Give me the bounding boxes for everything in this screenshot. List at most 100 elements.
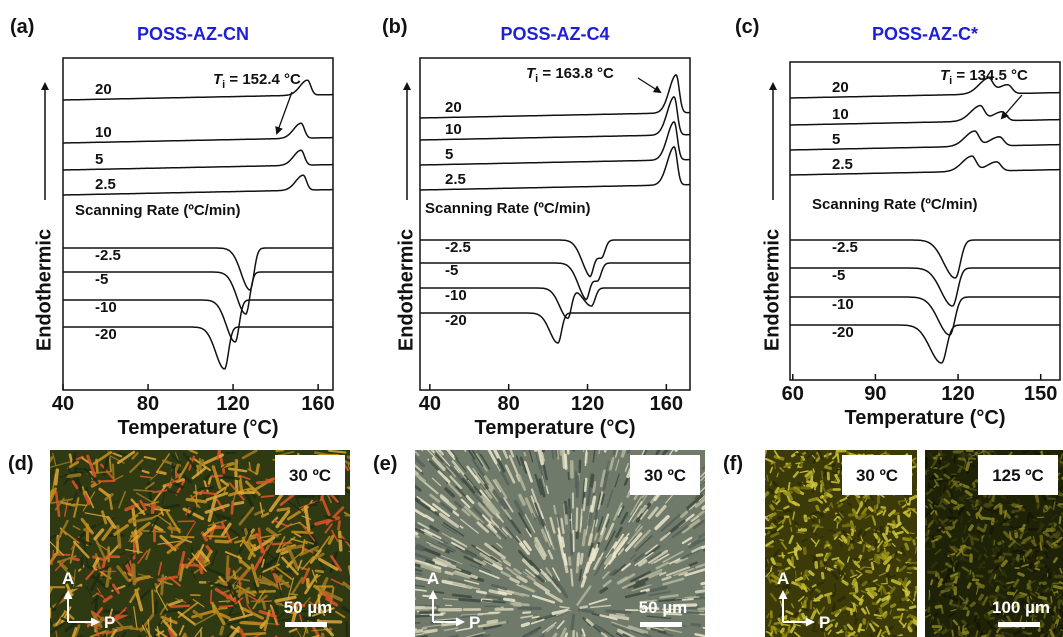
- texture: [546, 624, 556, 633]
- texture: [949, 548, 956, 554]
- texture: [792, 500, 801, 507]
- texture: [788, 518, 792, 525]
- texture: [639, 509, 649, 520]
- texture: [557, 527, 561, 536]
- texture: [674, 558, 683, 564]
- texture: [52, 453, 57, 466]
- texture: [455, 485, 468, 499]
- texture: [1015, 525, 1024, 529]
- texture: [469, 564, 493, 575]
- texture: [1047, 572, 1053, 580]
- rate-label: -20: [95, 326, 117, 343]
- texture: [931, 511, 938, 518]
- texture: [952, 559, 958, 566]
- texture: [415, 543, 426, 550]
- texture: [540, 450, 545, 462]
- texture: [488, 501, 500, 515]
- texture: [1006, 607, 1010, 612]
- texture: [906, 571, 913, 574]
- texture: [997, 587, 1000, 594]
- texture: [195, 484, 198, 508]
- texture: [765, 540, 774, 547]
- y-axis-label: Endothermic: [395, 229, 417, 351]
- texture: [862, 495, 865, 502]
- texture: [515, 535, 526, 548]
- texture: [461, 508, 471, 517]
- texture: [415, 588, 427, 592]
- texture: [1013, 593, 1020, 602]
- texture: [472, 506, 486, 520]
- texture: [148, 516, 160, 534]
- texture: [787, 581, 792, 590]
- texture: [501, 526, 513, 539]
- texture: [1001, 619, 1006, 624]
- texture: [274, 574, 291, 588]
- texture: [986, 621, 994, 629]
- texture: [1007, 548, 1010, 554]
- texture: [1004, 615, 1009, 622]
- texture: [520, 584, 536, 593]
- texture: [881, 532, 888, 541]
- texture: [196, 459, 205, 471]
- texture: [473, 557, 486, 566]
- rate-label: 10: [832, 106, 849, 123]
- texture: [341, 535, 350, 548]
- panel-letter: (a): [10, 16, 34, 38]
- texture: [303, 505, 311, 532]
- texture: [594, 532, 598, 541]
- texture: [769, 631, 774, 636]
- texture: [802, 583, 808, 593]
- texture: [661, 575, 672, 581]
- texture: [700, 474, 705, 481]
- texture: [876, 629, 882, 637]
- texture: [837, 559, 845, 567]
- texture: [943, 462, 950, 469]
- cooling-curve: [790, 324, 1060, 364]
- texture: [209, 589, 213, 605]
- texture: [230, 500, 235, 515]
- x-axis-label: Temperature (°C): [118, 417, 279, 439]
- texture: [605, 609, 632, 614]
- texture: [447, 559, 457, 565]
- texture: [872, 582, 880, 588]
- texture: [811, 630, 818, 633]
- texture: [1023, 605, 1027, 611]
- texture: [1033, 604, 1044, 610]
- texture: [914, 585, 917, 595]
- texture: [632, 507, 643, 523]
- texture: [1052, 557, 1058, 564]
- texture: [453, 466, 460, 473]
- texture: [978, 497, 982, 505]
- texture: [314, 552, 325, 560]
- texture: [680, 549, 700, 560]
- texture: [881, 551, 890, 558]
- texture: [867, 506, 874, 512]
- texture: [287, 577, 295, 601]
- texture: [463, 450, 467, 453]
- texture: [276, 536, 286, 552]
- texture: [562, 553, 568, 566]
- heating-curve: [790, 155, 1060, 176]
- cooling-curve: [63, 299, 333, 343]
- texture: [929, 619, 934, 627]
- texture: [525, 568, 536, 578]
- texture: [602, 571, 610, 580]
- texture: [671, 525, 689, 539]
- texture: [936, 618, 941, 626]
- texture: [617, 547, 625, 556]
- texture: [1010, 525, 1017, 531]
- texture: [971, 534, 977, 538]
- cooling-curve: [790, 239, 1060, 279]
- texture: [439, 554, 463, 565]
- texture: [225, 555, 230, 580]
- texture: [684, 568, 705, 577]
- texture: [463, 586, 472, 590]
- texture: [195, 543, 205, 561]
- texture: [897, 577, 906, 584]
- texture: [961, 619, 967, 626]
- texture: [521, 558, 540, 576]
- texture: [789, 624, 796, 634]
- texture: [530, 488, 538, 505]
- texture: [537, 450, 544, 466]
- texture: [534, 502, 545, 527]
